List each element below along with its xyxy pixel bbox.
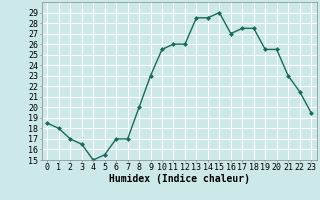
X-axis label: Humidex (Indice chaleur): Humidex (Indice chaleur) [109,174,250,184]
